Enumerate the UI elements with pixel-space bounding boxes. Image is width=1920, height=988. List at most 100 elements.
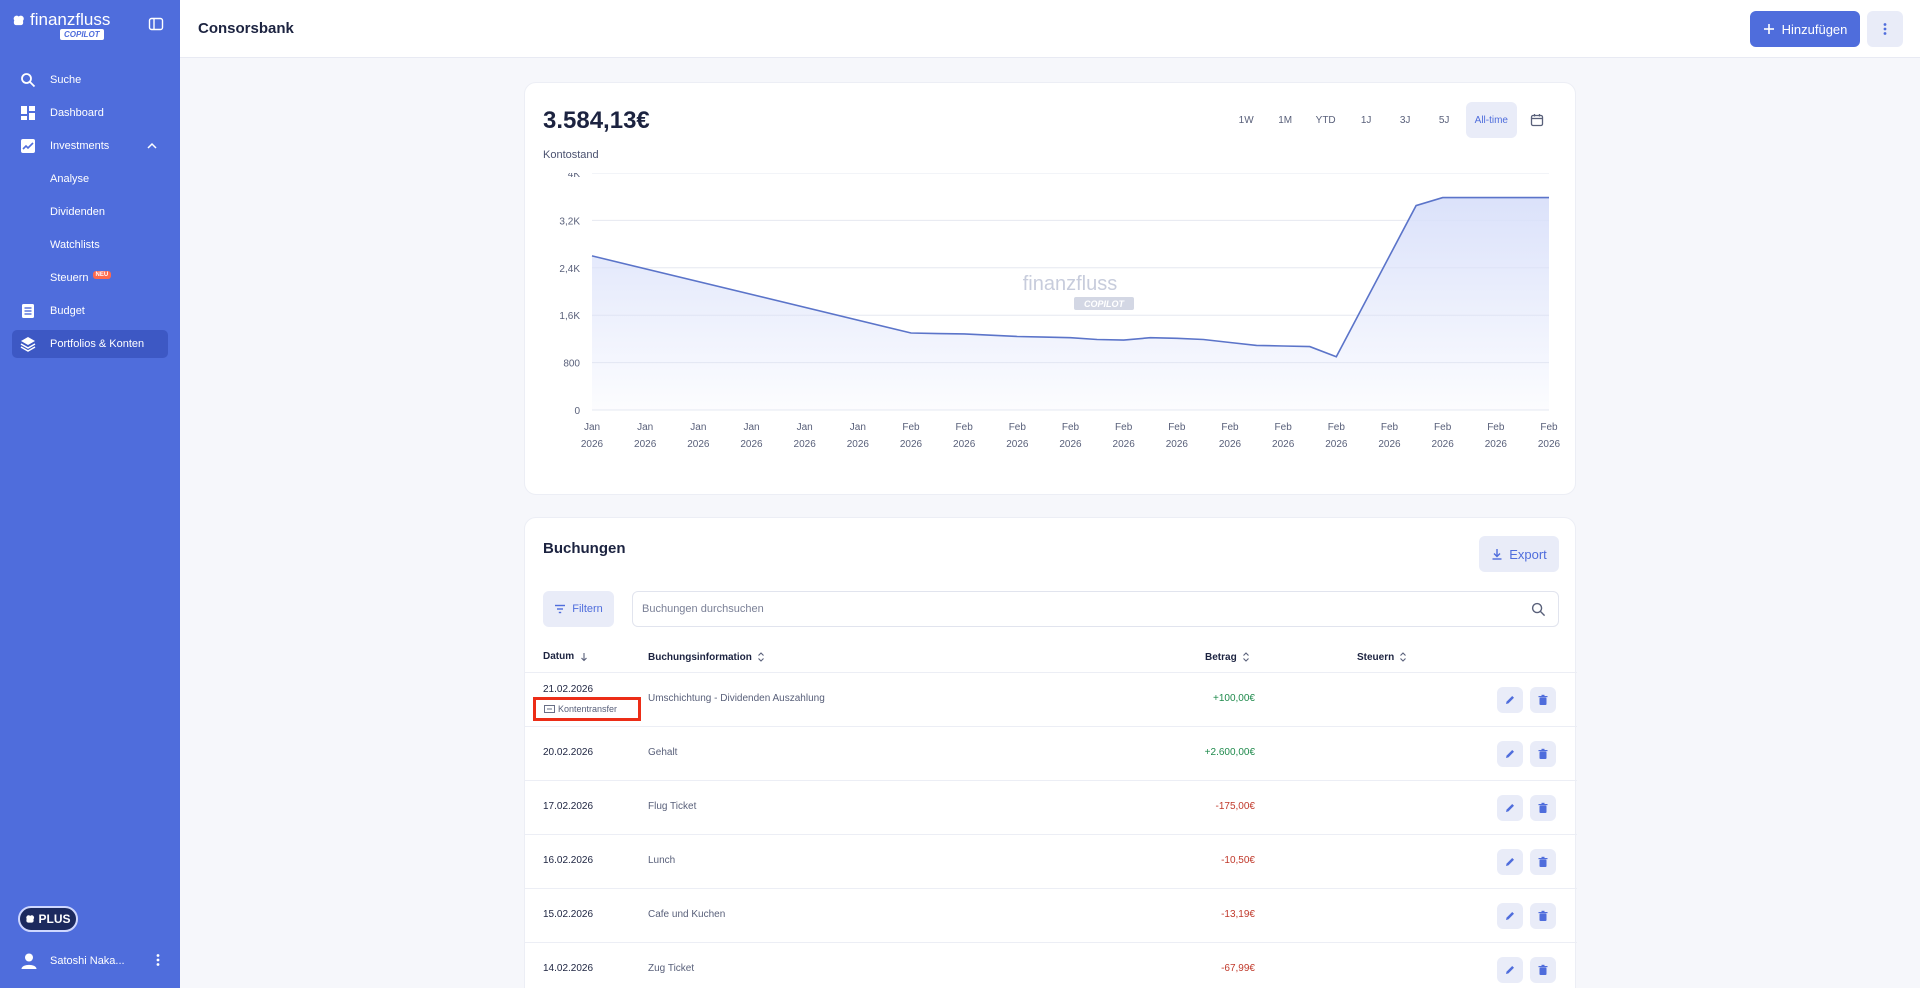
sidebar-item-budget[interactable]: Budget [12, 297, 168, 325]
edit-button[interactable] [1497, 795, 1523, 821]
delete-button[interactable] [1530, 687, 1556, 713]
sidebar-item-portfolios[interactable]: Portfolios & Konten [12, 330, 168, 358]
new-badge: NEU [92, 271, 112, 279]
more-options-button[interactable] [1867, 11, 1903, 47]
delete-button[interactable] [1530, 957, 1556, 983]
row-amount: -175,00€ [1215, 801, 1255, 812]
row-info: Cafe und Kuchen [648, 909, 726, 920]
range-1m[interactable]: 1M [1278, 114, 1293, 126]
balance-card: 3.584,13€ Kontostand 1W 1M YTD 1J 3J 5J … [524, 82, 1576, 495]
add-button-label: Hinzufügen [1781, 21, 1848, 37]
export-button[interactable]: Export [1479, 536, 1559, 572]
more-vertical-icon[interactable] [151, 953, 165, 967]
pencil-icon [1506, 858, 1514, 866]
x-tick-month: Jan [584, 422, 600, 433]
plus-button[interactable]: PLUS [18, 906, 78, 932]
table-row[interactable]: 21.02.2026 Kontentransfer Umschichtung -… [525, 673, 1577, 727]
row-info: Lunch [648, 855, 676, 866]
sidebar-nav: Suche Dashboard Investments Analyse Divi… [12, 66, 168, 363]
table-row[interactable]: 14.02.2026 Zug Ticket -67,99€ [525, 943, 1577, 988]
range-3j[interactable]: 3J [1399, 114, 1411, 126]
y-tick-label: 4K [568, 173, 581, 180]
page-title: Consorsbank [198, 20, 294, 37]
sidebar-item-steuern[interactable]: Steuern NEU [12, 264, 168, 292]
row-date: 16.02.2026 [543, 855, 594, 866]
sidebar-item-suche[interactable]: Suche [12, 66, 168, 94]
delete-button[interactable] [1530, 741, 1556, 767]
series-area [592, 197, 1549, 410]
column-info-label: Buchungsinformation [648, 651, 752, 663]
sidebar-item-label: Dashboard [50, 107, 104, 119]
sidebar-item-investments[interactable]: Investments [12, 132, 168, 160]
x-tick-year: 2026 [1272, 439, 1295, 450]
edit-button[interactable] [1497, 849, 1523, 875]
table-row[interactable]: 20.02.2026 Gehalt +2.600,00€ [525, 727, 1577, 781]
filter-button[interactable]: Filtern [543, 591, 614, 627]
row-date: 14.02.2026 [543, 963, 594, 974]
range-ytd[interactable]: YTD [1315, 114, 1336, 126]
sidebar-toggle-icon[interactable] [148, 16, 164, 32]
edit-button[interactable] [1497, 957, 1523, 983]
x-tick-month: Feb [1434, 422, 1452, 433]
table-row[interactable]: 16.02.2026 Lunch -10,50€ [525, 835, 1577, 889]
column-tax[interactable]: Steuern [1357, 651, 1407, 663]
add-button[interactable]: Hinzufügen [1750, 11, 1860, 47]
layers-icon [20, 337, 36, 352]
edit-button[interactable] [1497, 741, 1523, 767]
delete-button[interactable] [1530, 903, 1556, 929]
x-tick-year: 2026 [687, 439, 710, 450]
table-row[interactable]: 15.02.2026 Cafe und Kuchen -13,19€ [525, 889, 1577, 943]
row-info: Gehalt [648, 747, 678, 758]
sidebar-item-dividenden[interactable]: Dividenden [12, 198, 168, 226]
user-avatar-icon [21, 953, 37, 969]
range-all-time[interactable]: All-time [1465, 102, 1517, 138]
edit-button[interactable] [1497, 903, 1523, 929]
range-5j[interactable]: 5J [1438, 114, 1450, 126]
x-tick-year: 2026 [1325, 439, 1348, 450]
column-info[interactable]: Buchungsinformation [648, 651, 765, 663]
x-tick-month: Jan [637, 422, 653, 433]
pencil-icon [1506, 966, 1514, 974]
delete-button[interactable] [1530, 849, 1556, 875]
series-line [591, 196, 1549, 358]
table-row[interactable]: 17.02.2026 Flug Ticket -175,00€ [525, 781, 1577, 835]
date-picker-button[interactable] [1521, 102, 1553, 138]
download-icon [1492, 549, 1502, 560]
watermark-sub: COPILOT [1084, 299, 1126, 309]
x-tick-month: Feb [1062, 422, 1080, 433]
sidebar-item-label: Watchlists [50, 239, 100, 251]
column-date[interactable]: Datum [543, 651, 589, 662]
x-tick-year: 2026 [1006, 439, 1029, 450]
y-tick-label: 800 [563, 359, 580, 370]
row-amount: -10,50€ [1221, 855, 1255, 866]
x-tick-month: Feb [1328, 422, 1346, 433]
delete-button[interactable] [1530, 795, 1556, 821]
x-tick-year: 2026 [634, 439, 657, 450]
sidebar-item-analyse[interactable]: Analyse [12, 165, 168, 193]
x-tick-year: 2026 [1113, 439, 1136, 450]
user-menu[interactable]: Satoshi Naka... [20, 950, 165, 972]
x-tick-month: Jan [690, 422, 706, 433]
x-tick-year: 2026 [1485, 439, 1508, 450]
search-input[interactable] [633, 592, 1493, 626]
trash-icon [1538, 964, 1548, 975]
transactions-title: Buchungen [543, 540, 626, 557]
edit-button[interactable] [1497, 687, 1523, 713]
row-date: 17.02.2026 [543, 801, 594, 812]
x-tick-month: Feb [1221, 422, 1239, 433]
sidebar-item-label: Analyse [50, 173, 90, 185]
x-tick-month: Feb [1009, 422, 1027, 433]
sidebar-item-label: Steuern [50, 272, 89, 284]
plus-icon [1763, 24, 1774, 34]
search-icon[interactable] [1531, 602, 1546, 617]
sidebar-item-dashboard[interactable]: Dashboard [12, 99, 168, 127]
brand-logo[interactable]: finanzfluss COPILOT [12, 10, 132, 44]
range-1j[interactable]: 1J [1360, 114, 1372, 126]
y-tick-label: 1,6K [559, 311, 580, 322]
y-tick-label: 3,2K [559, 216, 580, 227]
row-amount: -67,99€ [1221, 963, 1255, 974]
sidebar-item-watchlists[interactable]: Watchlists [12, 231, 168, 259]
plus-label: PLUS [38, 912, 71, 926]
range-1w[interactable]: 1W [1238, 114, 1254, 126]
column-amount[interactable]: Betrag [1205, 651, 1250, 663]
